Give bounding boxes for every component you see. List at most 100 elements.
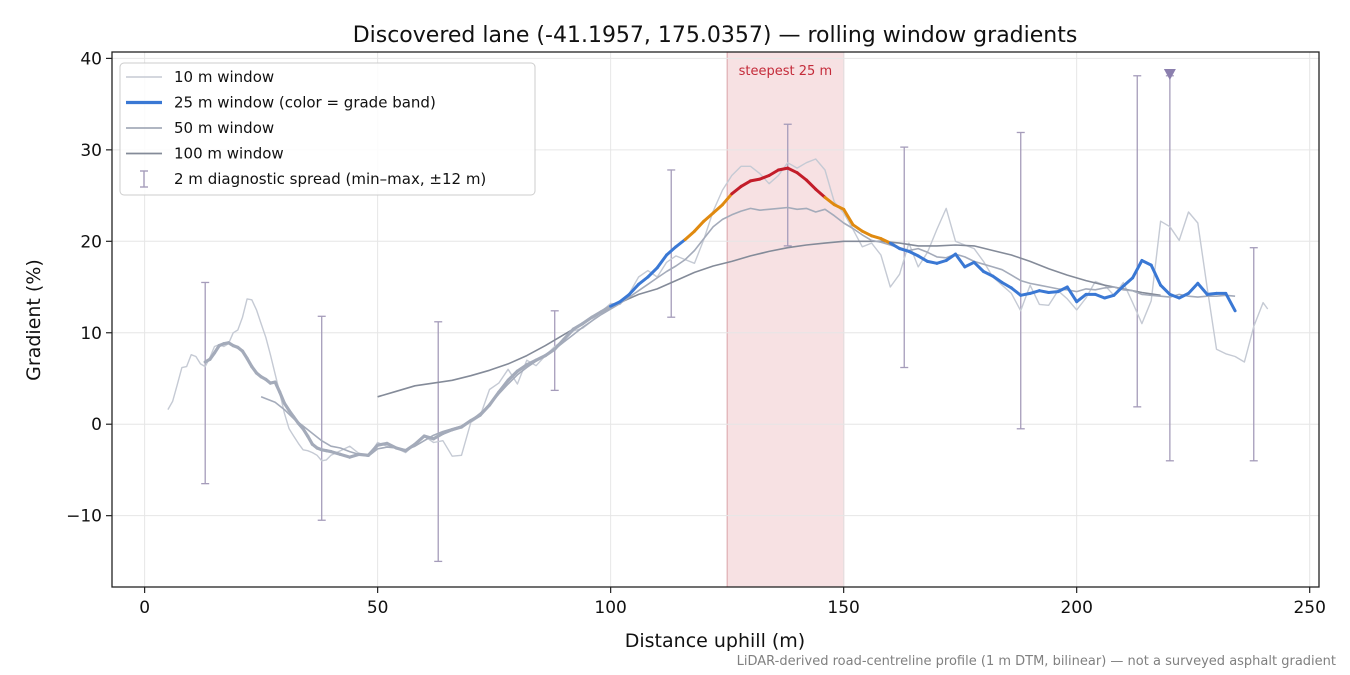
series-25m-segment [1103,293,1116,300]
y-tick-label: 0 [91,415,102,435]
series-25m-segment [338,452,352,459]
series-25m-segment [394,446,408,453]
series-100m-line [377,240,1161,398]
y-axis-label: Gradient (%) [23,259,45,381]
series-25m-segment [1159,283,1172,296]
series-25m-segment [711,203,724,215]
series-25m-segment [804,178,818,191]
series-25m-segment [525,358,538,367]
series-25m-segment [963,260,976,269]
series-25m-segment [1037,289,1051,294]
series-25m-segment [795,171,808,182]
tick-layer: 0 50 100 150 200 250 −10 0 10 20 30 40 [66,49,1326,618]
series-25m-segment [413,434,426,446]
series-25m-segment [404,442,417,453]
series-25m-segment [1000,281,1013,290]
series-25m-segment [832,203,846,211]
series-25m-segment [506,369,520,382]
series-25m-segment [543,347,557,358]
series-25m-segment [1168,292,1181,300]
series-25m-segment [1065,285,1079,304]
series-25m-segment [459,419,473,429]
series-25m-segment [749,177,762,183]
series-25m-segment [683,229,696,241]
x-axis-label: Distance uphill (m) [625,630,805,652]
series-25m-segment [954,252,967,269]
series-25m-segment [693,219,706,233]
series-25m-segment [655,253,669,270]
series-25m-segment [571,322,585,331]
series-25m-segment [1019,291,1032,297]
marker-layer [1163,68,1176,80]
series-25m-segment [469,413,482,423]
series-25m-segment [907,249,920,258]
series-25m-segment [515,363,529,373]
legend-label: 2 m diagnostic spread (min–max, ±12 m) [174,170,486,188]
chart-title: Discovered lane (-41.1957, 175.0357) — r… [353,23,1078,48]
series-25m-segment [674,238,687,249]
y-tick-label: 40 [80,49,102,69]
series-25m-segment [860,229,874,238]
series-25m-segment [366,443,380,457]
series-25m-segment [1056,285,1069,294]
series-25m-segment [487,390,501,407]
series-25m-segment [851,223,864,233]
series-25m-segment [637,275,650,286]
series-25m-segment [441,428,454,435]
legend-box [119,62,536,196]
series-25m-segment [348,452,361,459]
series-25m-segment [1149,263,1163,287]
series-25m-segment [581,315,594,326]
series-25m-segment [898,247,911,253]
series-25m-segment [991,274,1004,284]
legend-label: 100 m window [174,145,284,163]
x-tick-label: 100 [594,598,626,618]
series-25m-segment [278,390,286,405]
series-25m-segment [1131,259,1144,280]
series-25m-segment [665,245,678,257]
series-25m-segment [972,260,985,273]
steepest-band-label: steepest 25 m [739,64,832,79]
series-25m-segment [534,354,548,362]
x-tick-label: 50 [367,598,389,618]
series-25m-segment [1112,284,1125,297]
series-25m-segment [916,254,929,263]
series-25m-segment [1028,289,1041,295]
series-25m-segment [562,327,576,341]
x-tick-label: 0 [139,598,150,618]
legend-label: 10 m window [174,68,274,86]
series-25m-segment [1196,281,1209,296]
grid-layer [112,52,1319,587]
series-25m-segment [776,166,790,172]
series-25m-segment [609,300,622,308]
series-25m-segment [1140,259,1153,267]
y-tick-label: 30 [80,141,102,161]
x-tick-label: 200 [1060,598,1092,618]
series-25m-segment [935,259,948,265]
legend-label: 50 m window [174,119,274,137]
series-25m-segment [879,237,892,245]
series-25m-segment [273,380,282,394]
series-25m-segment [926,259,939,265]
series-25m-segment [1224,291,1237,313]
series-25m-segment [329,450,342,456]
x-tick-label: 250 [1293,598,1325,618]
series-25m-segment [944,252,957,262]
series-25m-segment [450,425,464,432]
series-25m-segment [1009,286,1023,297]
series-25m-segment [823,195,836,207]
series-25m-segment [646,266,659,279]
series-25m-segment [814,187,827,199]
series-25m-segment [553,337,566,351]
series-layer [167,158,1269,462]
series-25m-segment [497,378,510,394]
series-25m-segment [888,241,902,251]
series-25m-segment [721,192,734,207]
series-25m-segment [767,168,780,177]
legend: 10 m window 25 m window (color = grade ba… [119,62,536,196]
series-25m-segment [758,174,771,181]
series-25m-segment [1047,290,1060,294]
series-25m-segment [478,403,492,417]
series-25m-segment [730,184,743,196]
series-50m-line [260,206,1236,457]
